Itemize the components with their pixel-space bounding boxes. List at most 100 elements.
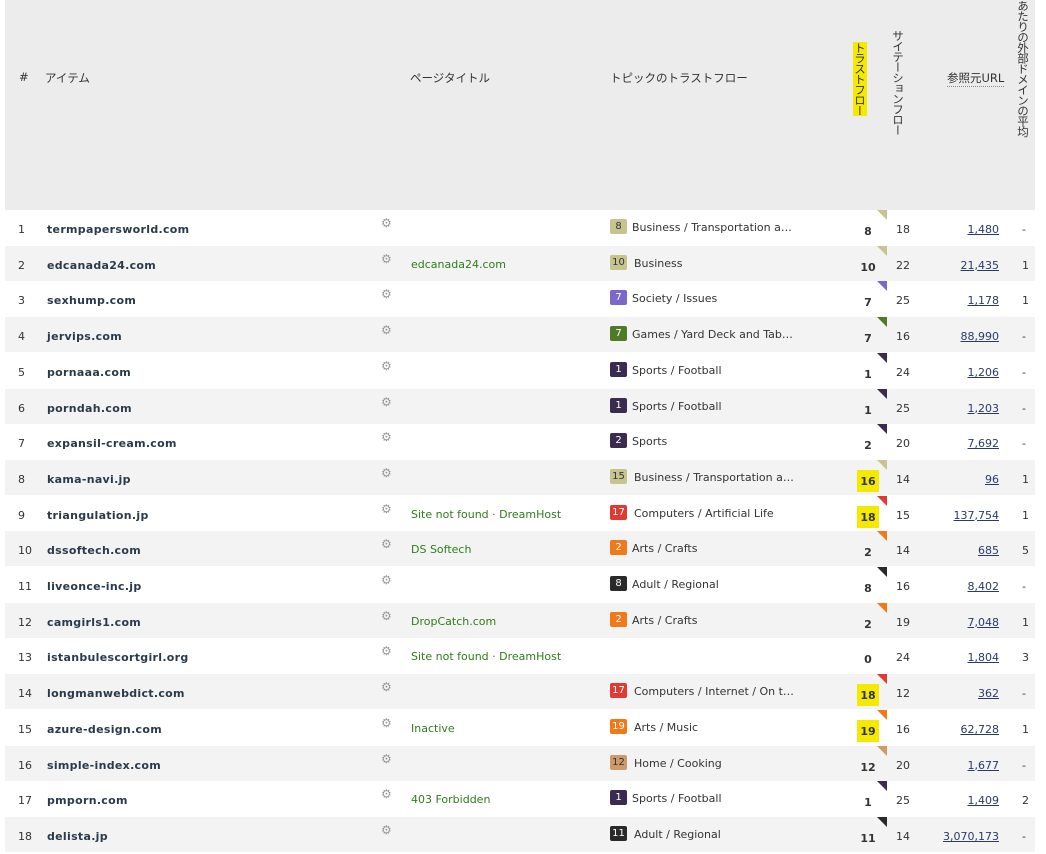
avg-external-domains: -	[1022, 758, 1026, 772]
topic-trust-badge: 15	[610, 468, 627, 484]
gear-icon[interactable]: ⚙	[381, 644, 392, 659]
table-row: 3 sexhump.com ⚙ 7 Society / Issues 7 25 1,178 1	[5, 281, 1035, 316]
table-header: # アイテム ページタイトル トピックのトラストフロー トラストフロー サイテー…	[5, 0, 1035, 210]
item-domain[interactable]: triangulation.jp	[47, 508, 149, 522]
item-domain[interactable]: pmporn.com	[47, 794, 128, 808]
ref-url-link[interactable]: 1,178	[967, 294, 1000, 308]
gear-icon[interactable]: ⚙	[381, 465, 392, 480]
trust-flow-value: 8	[864, 225, 872, 238]
ref-url-link[interactable]: 8,402	[967, 580, 1000, 593]
item-domain[interactable]: simple-index.com	[47, 758, 161, 772]
page-title: edcanada24.com	[411, 257, 506, 271]
row-number: 4	[18, 330, 25, 344]
gear-icon[interactable]: ⚙	[381, 822, 392, 837]
trust-flow-value: 1	[864, 403, 872, 417]
item-domain[interactable]: porndah.com	[47, 401, 132, 415]
item-domain[interactable]: sexhump.com	[47, 294, 137, 308]
topic-trust-badge: 19	[610, 718, 627, 734]
table-row: 6 porndah.com ⚙ 1 Sports / Football 1 25 1,203 -	[5, 388, 1035, 424]
item-domain[interactable]: pornaaa.com	[47, 365, 131, 379]
header-item[interactable]: アイテム	[45, 71, 90, 85]
topic-trust-badge: 1	[610, 361, 627, 377]
gear-icon[interactable]: ⚙	[381, 751, 392, 766]
avg-external-domains: -	[1022, 687, 1026, 701]
gear-icon[interactable]: ⚙	[381, 573, 392, 587]
row-number: 8	[18, 472, 25, 486]
row-number: 1	[18, 223, 25, 236]
ref-url-link[interactable]: 1,804	[967, 651, 1000, 665]
gear-icon[interactable]: ⚙	[381, 537, 392, 552]
item-domain[interactable]: azure-design.com	[47, 722, 162, 736]
row-number: 18	[18, 829, 32, 843]
gear-icon[interactable]: ⚙	[381, 787, 392, 802]
ref-url-link[interactable]: 1,206	[967, 365, 1000, 379]
header-ref-url[interactable]: 参照元URL	[947, 71, 1005, 87]
ref-url-link[interactable]: 21,435	[960, 258, 1000, 272]
header-trust-flow[interactable]: トラストフロー	[853, 42, 867, 116]
item-domain[interactable]: istanbulescortgirl.org	[47, 651, 189, 665]
item-domain[interactable]: expansil-cream.com	[47, 437, 177, 451]
topic-trust-badge: 7	[610, 326, 627, 342]
ref-url-link[interactable]: 1,677	[967, 758, 1000, 772]
topic-label: Computers / Artificial Life	[634, 506, 774, 520]
topic-label: Business	[634, 256, 683, 270]
row-number: 12	[18, 615, 32, 629]
ref-url-link[interactable]: 362	[978, 687, 999, 701]
item-domain[interactable]: delista.jp	[47, 829, 108, 843]
ref-url-link[interactable]: 137,754	[953, 508, 1000, 522]
header-citation-flow[interactable]: サイテーションフロー	[891, 30, 905, 135]
topic-label: Adult / Regional	[632, 578, 719, 591]
item-domain[interactable]: jervips.com	[47, 330, 123, 344]
gear-icon[interactable]: ⚙	[381, 430, 392, 445]
ref-url-link[interactable]: 62,728	[960, 722, 1000, 736]
gear-icon[interactable]: ⚙	[381, 608, 392, 623]
ref-url-link[interactable]: 1,409	[967, 794, 1000, 808]
ref-url-link[interactable]: 1,203	[967, 401, 1000, 415]
gear-icon[interactable]: ⚙	[381, 323, 392, 338]
item-domain[interactable]: camgirls1.com	[47, 615, 142, 629]
trust-flow-value: 1	[864, 796, 872, 810]
topic-trust-badge: 7	[610, 290, 627, 306]
topic-label: Games / Yard Deck and Tab…	[632, 328, 793, 342]
ref-url-link[interactable]: 96	[985, 472, 999, 486]
ref-url-link[interactable]: 3,070,173	[943, 829, 999, 843]
gear-icon[interactable]: ⚙	[381, 287, 392, 302]
citation-flow-value: 22	[896, 258, 910, 272]
avg-external-domains: 3	[1022, 651, 1029, 665]
citation-flow-value: 14	[896, 472, 910, 486]
item-domain[interactable]: edcanada24.com	[47, 258, 157, 272]
trust-flow-corner-icon	[877, 745, 887, 756]
citation-flow-value: 12	[896, 687, 910, 701]
topic-label: Society / Issues	[632, 292, 718, 306]
row-number: 5	[18, 365, 25, 379]
citation-flow-value: 24	[896, 365, 910, 379]
gear-icon[interactable]: ⚙	[381, 680, 392, 695]
gear-icon[interactable]: ⚙	[381, 251, 392, 266]
ref-url-link[interactable]: 685	[978, 544, 999, 558]
table-row: 8 kama-navi.jp ⚙ 15 Business / Transportatio…	[5, 459, 1035, 495]
ref-url-link[interactable]: 88,990	[960, 330, 1000, 344]
item-domain[interactable]: kama-navi.jp	[47, 472, 131, 486]
trust-flow-value: 18	[857, 684, 879, 707]
item-domain[interactable]: termpapersworld.com	[47, 223, 190, 236]
item-domain[interactable]: longmanwebdict.com	[47, 687, 185, 701]
item-domain[interactable]: liveonce-inc.jp	[47, 580, 142, 593]
gear-icon[interactable]: ⚙	[381, 501, 392, 516]
topic-label: Business / Transportation a…	[634, 470, 794, 484]
item-domain[interactable]: dssoftech.com	[47, 544, 141, 558]
ref-url-link[interactable]: 7,048	[967, 615, 1000, 629]
gear-icon[interactable]: ⚙	[381, 394, 392, 409]
topic-label: Sports	[632, 435, 668, 449]
topic-trust-badge: 12	[610, 754, 627, 770]
ref-url-link[interactable]: 7,692	[967, 437, 1000, 451]
header-topic-trust-flow[interactable]: トピックのトラストフロー	[610, 71, 748, 85]
header-avg-external-domains[interactable]: あたりの外部ドメインの平均	[1016, 0, 1030, 137]
trust-flow-corner-icon	[877, 567, 887, 577]
topic-label: Arts / Crafts	[632, 542, 698, 556]
ref-url-link[interactable]: 1,480	[967, 223, 1000, 236]
gear-icon[interactable]: ⚙	[381, 216, 392, 230]
header-page-title[interactable]: ページタイトル	[410, 71, 491, 85]
trust-flow-corner-icon	[877, 424, 887, 435]
gear-icon[interactable]: ⚙	[381, 358, 392, 373]
gear-icon[interactable]: ⚙	[381, 715, 392, 730]
